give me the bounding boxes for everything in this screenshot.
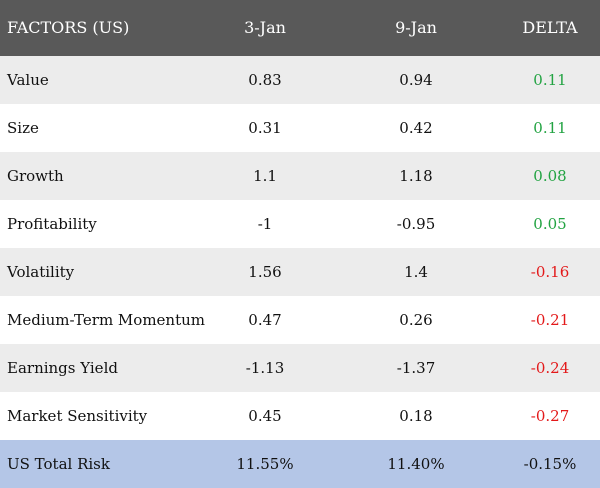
table-header: FACTORS (US) 3-Jan 9-Jan DELTA — [0, 0, 600, 56]
value-9-jan: 0.26 — [332, 296, 500, 344]
value-3-jan: 0.31 — [198, 104, 332, 152]
value-9-jan: 1.4 — [332, 248, 500, 296]
value-3-jan: 0.45 — [198, 392, 332, 440]
value-3-jan: -1.13 — [198, 344, 332, 392]
value-9-jan: 0.18 — [332, 392, 500, 440]
value-3-jan: 1.1 — [198, 152, 332, 200]
table-row: Market Sensitivity 0.45 0.18 -0.27 — [0, 392, 600, 440]
value-delta: -0.21 — [500, 296, 600, 344]
header-row: FACTORS (US) 3-Jan 9-Jan DELTA — [0, 0, 600, 56]
total-3-jan: 11.55% — [198, 440, 332, 488]
value-9-jan: -1.37 — [332, 344, 500, 392]
factor-name: Medium-Term Momentum — [0, 296, 205, 344]
table-row: Earnings Yield -1.13 -1.37 -0.24 — [0, 344, 600, 392]
factor-name: Volatility — [0, 248, 198, 296]
total-delta: -0.15% — [500, 440, 600, 488]
total-label: US Total Risk — [0, 440, 198, 488]
value-9-jan: 1.18 — [332, 152, 500, 200]
table-row: Volatility 1.56 1.4 -0.16 — [0, 248, 600, 296]
table-row: Value 0.83 0.94 0.11 — [0, 56, 600, 104]
value-delta: -0.16 — [500, 248, 600, 296]
factor-name: Earnings Yield — [0, 344, 198, 392]
value-delta: -0.24 — [500, 344, 600, 392]
total-row: US Total Risk 11.55% 11.40% -0.15% — [0, 440, 600, 488]
factor-name: Value — [0, 56, 198, 104]
factor-name: Profitability — [0, 200, 198, 248]
factor-name: Growth — [0, 152, 198, 200]
header-3-jan: 3-Jan — [198, 0, 332, 56]
header-delta: DELTA — [500, 0, 600, 56]
factor-name: Size — [0, 104, 198, 152]
table-row: Size 0.31 0.42 0.11 — [0, 104, 600, 152]
table-row: Growth 1.1 1.18 0.08 — [0, 152, 600, 200]
value-9-jan: 0.94 — [332, 56, 500, 104]
value-delta: 0.11 — [500, 104, 600, 152]
table-row: Profitability -1 -0.95 0.05 — [0, 200, 600, 248]
table-body: Value 0.83 0.94 0.11 Size 0.31 0.42 0.11… — [0, 56, 600, 488]
table-row: Medium-Term Momentum 0.47 0.26 -0.21 — [0, 296, 600, 344]
factor-name: Market Sensitivity — [0, 392, 198, 440]
value-delta: -0.27 — [500, 392, 600, 440]
value-3-jan: -1 — [198, 200, 332, 248]
value-9-jan: -0.95 — [332, 200, 500, 248]
header-9-jan: 9-Jan — [332, 0, 500, 56]
header-factors: FACTORS (US) — [0, 0, 198, 56]
value-delta: 0.05 — [500, 200, 600, 248]
value-3-jan: 0.47 — [198, 296, 332, 344]
value-3-jan: 0.83 — [198, 56, 332, 104]
total-9-jan: 11.40% — [332, 440, 500, 488]
value-delta: 0.11 — [500, 56, 600, 104]
value-9-jan: 0.42 — [332, 104, 500, 152]
value-delta: 0.08 — [500, 152, 600, 200]
value-3-jan: 1.56 — [198, 248, 332, 296]
